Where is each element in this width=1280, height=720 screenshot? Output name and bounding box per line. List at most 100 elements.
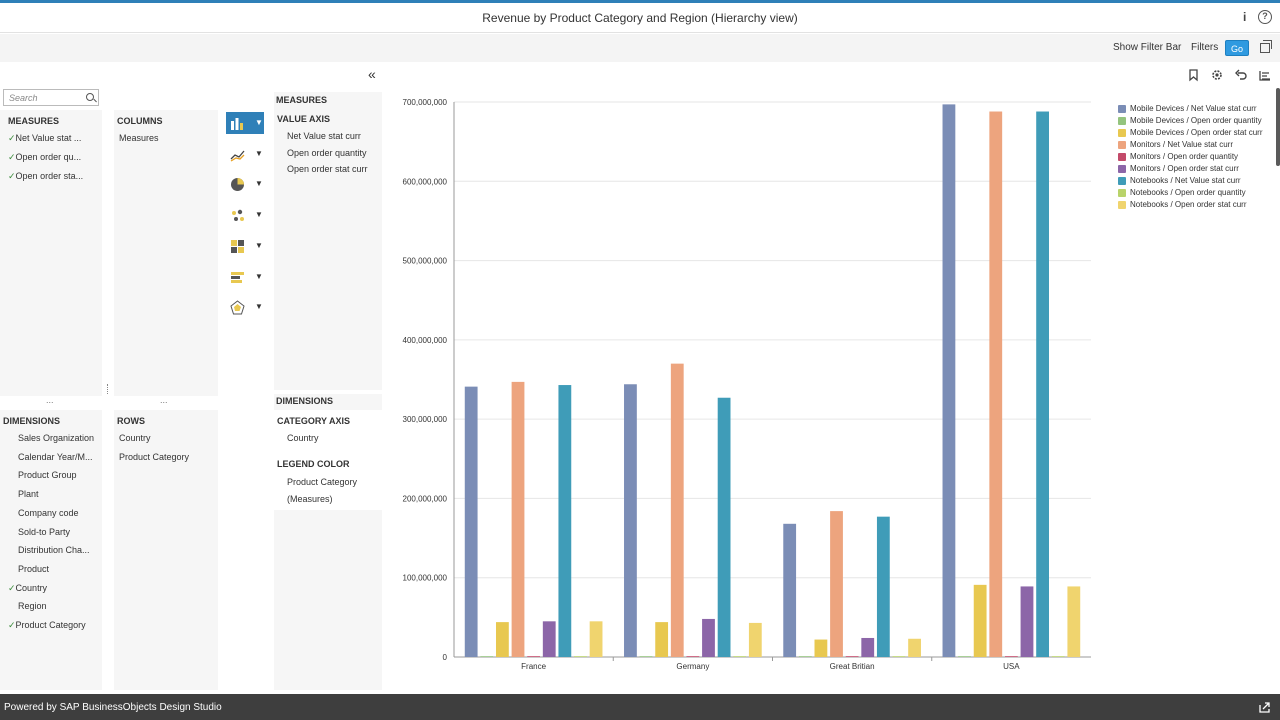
chevron-down-icon[interactable]: ▼ <box>255 240 263 250</box>
undo-icon[interactable] <box>1234 68 1248 82</box>
search-input[interactable]: Search <box>3 89 99 106</box>
chart-type-button[interactable]: ▼ <box>226 143 264 165</box>
bar[interactable] <box>686 656 700 657</box>
value-axis-item[interactable]: Open order stat curr <box>287 164 383 174</box>
legend-swatch <box>1118 141 1126 149</box>
bar[interactable] <box>942 104 956 658</box>
bar[interactable] <box>702 618 715 657</box>
dimension-label: Sales Organization <box>18 433 95 443</box>
chevron-down-icon[interactable]: ▼ <box>255 210 263 220</box>
bar[interactable] <box>624 384 637 657</box>
dimension-item[interactable]: Company code <box>8 508 104 518</box>
settings-icon[interactable] <box>1210 68 1224 82</box>
bar[interactable] <box>830 511 843 657</box>
chart-type-button[interactable]: ▼ <box>226 266 264 288</box>
dimension-item[interactable]: Sales Organization <box>8 433 104 443</box>
chart-type-button[interactable]: ▼ <box>226 173 264 195</box>
list-icon[interactable] <box>1258 68 1272 82</box>
bar[interactable] <box>973 584 987 657</box>
bar[interactable] <box>798 656 812 657</box>
splitter-handle[interactable]: ... <box>46 395 54 405</box>
chevron-down-icon[interactable]: ▼ <box>255 118 263 127</box>
popout-icon[interactable] <box>1260 40 1272 53</box>
bar[interactable] <box>542 621 556 657</box>
row-item[interactable]: Product Category <box>119 452 215 462</box>
share-icon[interactable] <box>1258 700 1272 714</box>
bar[interactable] <box>511 381 525 657</box>
bar[interactable] <box>861 637 875 657</box>
bar[interactable] <box>1067 586 1081 657</box>
value-axis-item[interactable]: Open order quantity <box>287 148 383 158</box>
dimension-item[interactable]: Plant <box>8 489 104 499</box>
checkmark-icon: ✓ <box>8 582 16 593</box>
legend-color-item[interactable]: (Measures) <box>287 494 383 504</box>
legend-label: Mobile Devices / Open order quantity <box>1130 116 1262 125</box>
bar[interactable] <box>464 386 478 657</box>
measures-header: MEASURES <box>8 116 60 126</box>
bar[interactable] <box>748 622 762 657</box>
measure-item[interactable]: ✓Net Value stat ... <box>8 133 104 144</box>
bar[interactable] <box>958 656 971 657</box>
bar[interactable] <box>1036 111 1050 657</box>
column-item[interactable]: Measures <box>119 133 215 143</box>
collapse-panel-icon[interactable]: « <box>368 66 376 82</box>
chevron-down-icon[interactable]: ▼ <box>255 148 263 158</box>
dimension-item[interactable]: Product Group <box>8 470 104 480</box>
bar[interactable] <box>480 656 494 657</box>
dimension-item[interactable]: Region <box>8 601 104 611</box>
legend-color-item[interactable]: Product Category <box>287 477 383 487</box>
bar[interactable] <box>495 622 509 657</box>
bar[interactable] <box>1004 656 1018 657</box>
chart-type-button[interactable]: ▼ <box>226 296 264 318</box>
vertical-splitter[interactable] <box>107 384 108 394</box>
chart-type-button[interactable]: ▼ <box>226 235 264 257</box>
go-button[interactable]: Go <box>1225 40 1249 56</box>
bar[interactable] <box>574 656 587 657</box>
bar[interactable] <box>989 111 1003 657</box>
bar[interactable] <box>876 516 890 657</box>
y-tick-label: 200,000,000 <box>403 494 448 503</box>
bar[interactable] <box>733 656 747 657</box>
bar[interactable] <box>670 363 684 657</box>
bar[interactable] <box>655 622 669 657</box>
filters-link[interactable]: Filters <box>1191 42 1219 53</box>
dimension-item[interactable]: ✓Country <box>8 583 104 594</box>
chevron-down-icon[interactable]: ▼ <box>255 179 263 189</box>
scrollbar[interactable] <box>1276 88 1280 166</box>
bar[interactable] <box>908 638 921 657</box>
bar[interactable] <box>527 656 541 657</box>
chevron-down-icon[interactable]: ▼ <box>255 271 263 281</box>
splitter-handle[interactable]: ... <box>160 395 168 405</box>
dimension-item[interactable]: Calendar Year/M... <box>8 452 104 462</box>
category-axis-item[interactable]: Country <box>287 433 383 443</box>
bar[interactable] <box>1051 656 1065 657</box>
legend-label: Notebooks / Open order quantity <box>1130 188 1246 197</box>
search-icon[interactable] <box>86 93 94 101</box>
bar[interactable] <box>783 523 797 657</box>
info-icon[interactable]: i <box>1243 10 1247 24</box>
chart-type-button[interactable]: ▼ <box>226 204 264 226</box>
chart-type-button[interactable]: ▼ <box>226 112 264 134</box>
bookmark-icon[interactable] <box>1187 68 1201 82</box>
measure-item[interactable]: ✓Open order sta... <box>8 171 104 182</box>
dimension-item[interactable]: Sold-to Party <box>8 527 104 537</box>
dimension-item[interactable]: ✓Product Category <box>8 620 104 631</box>
bar[interactable] <box>1020 586 1034 657</box>
value-axis-item[interactable]: Net Value stat curr <box>287 131 383 141</box>
bar[interactable] <box>814 639 828 657</box>
dimension-item[interactable]: Distribution Cha... <box>8 545 104 555</box>
bar[interactable] <box>845 656 859 657</box>
row-item[interactable]: Country <box>119 433 215 443</box>
help-icon[interactable]: ? <box>1258 10 1272 24</box>
bar[interactable] <box>717 397 731 657</box>
dimension-item[interactable]: Product <box>8 564 104 574</box>
bar[interactable] <box>892 656 906 657</box>
bar[interactable] <box>639 656 653 657</box>
show-filter-bar-link[interactable]: Show Filter Bar <box>1113 42 1182 53</box>
bar[interactable] <box>589 621 603 657</box>
measure-label: Open order qu... <box>15 152 82 162</box>
bar[interactable] <box>558 385 572 657</box>
measures-feeding <box>274 92 382 390</box>
chevron-down-icon[interactable]: ▼ <box>255 302 263 312</box>
measure-item[interactable]: ✓Open order qu... <box>8 152 104 163</box>
